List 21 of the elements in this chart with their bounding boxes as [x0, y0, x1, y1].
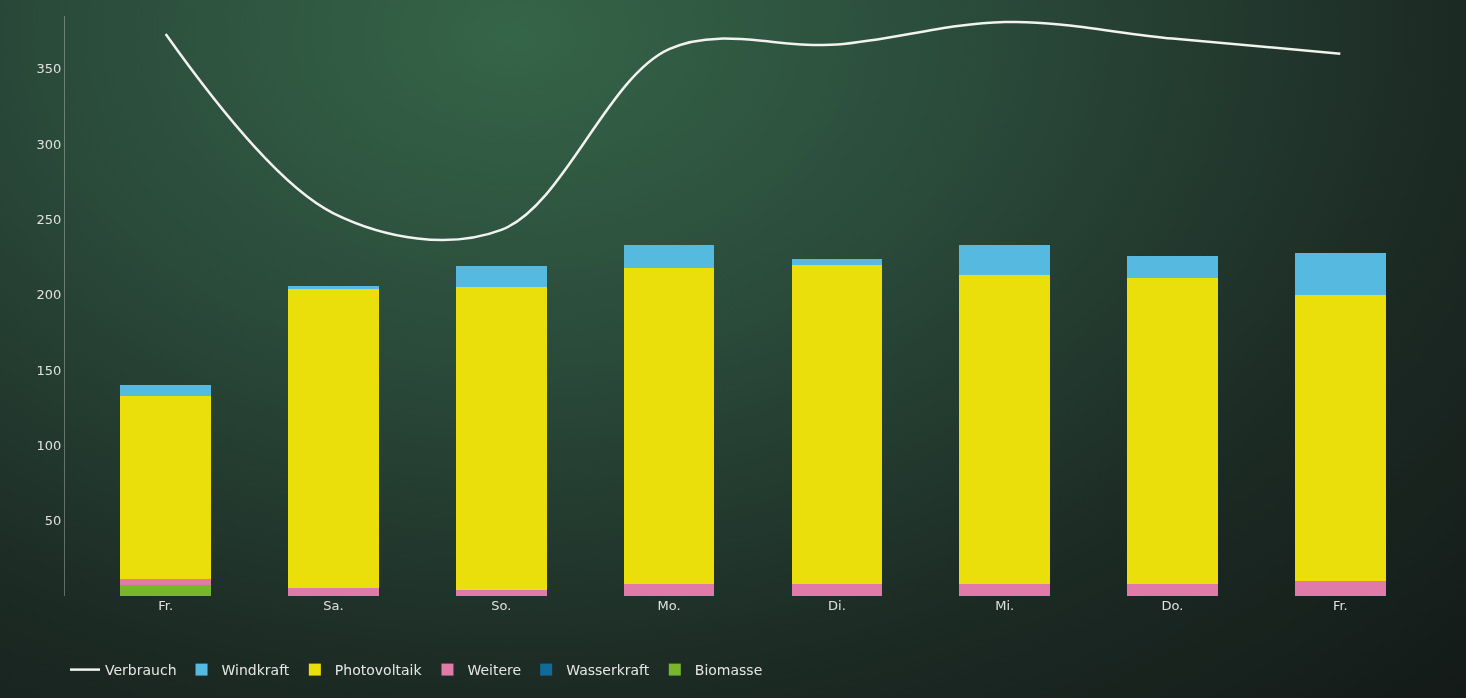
legend-label: Weitere	[467, 662, 522, 679]
x-tick-label: Di.	[828, 598, 846, 613]
x-tick-label: So.	[491, 598, 512, 613]
y-tick-label: 100	[36, 437, 62, 453]
legend-label: Verbrauch	[105, 662, 177, 679]
legend-label: Windkraft	[221, 662, 290, 679]
x-tick-label: Do.	[1161, 598, 1184, 613]
y-tick-label: 250	[36, 211, 62, 227]
legend-label: Biomasse	[694, 662, 763, 679]
x-tick-label: Sa.	[323, 598, 344, 613]
legend-label: Photovoltaik	[334, 662, 423, 679]
x-tick-label: Mo.	[657, 598, 681, 613]
y-tick-label: 350	[36, 61, 62, 77]
x-tick-label: Fr.	[1332, 598, 1348, 613]
y-tick-label: 50	[44, 513, 62, 529]
x-tick-label: Fr.	[158, 598, 174, 613]
y-tick-label: 200	[36, 287, 62, 303]
legend-label: Wasserkraft	[566, 662, 650, 679]
y-tick-label: 300	[36, 136, 62, 152]
y-tick-label: 150	[36, 362, 62, 378]
x-tick-label: Mi.	[995, 598, 1015, 613]
